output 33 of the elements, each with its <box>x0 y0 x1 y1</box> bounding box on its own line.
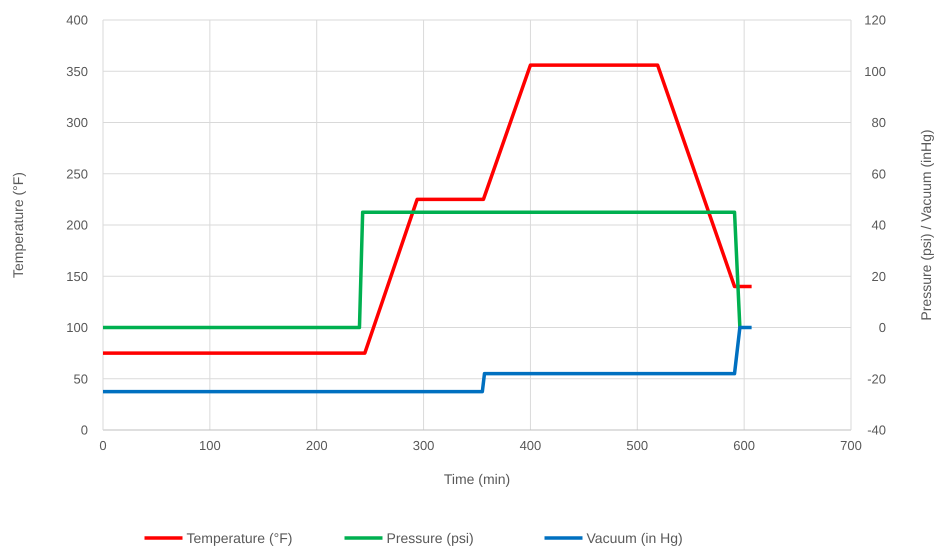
x-tick-label: 500 <box>626 438 648 453</box>
y2-tick-label: 40 <box>872 218 886 232</box>
y-tick-label: 250 <box>66 166 88 182</box>
legend-label: Pressure (psi) <box>386 530 474 546</box>
y-tick-label: 0 <box>80 422 88 438</box>
y2-tick-label: -20 <box>867 371 886 386</box>
y-axis-title: Temperature (°F) <box>10 172 26 278</box>
y-tick-label: 300 <box>66 115 88 130</box>
x-tick-label: 400 <box>520 438 542 453</box>
y2-tick-label: 80 <box>872 115 886 130</box>
y2-tick-label: 120 <box>864 12 886 28</box>
legend-label: Vacuum (in Hg) <box>586 530 683 546</box>
x-axis-title: Time (min) <box>444 471 510 487</box>
x-tick-label: 200 <box>306 438 328 453</box>
x-tick-label: 100 <box>199 438 221 453</box>
y-tick-label: 150 <box>66 268 88 284</box>
x-tick-label: 0 <box>99 438 107 453</box>
y-tick-label: 100 <box>66 320 88 335</box>
y2-tick-label: 100 <box>864 64 886 79</box>
y-tick-label: 200 <box>66 218 88 232</box>
y2-tick-label: 0 <box>878 320 886 335</box>
x-tick-label: 600 <box>733 438 755 453</box>
x-tick-label: 700 <box>840 438 862 453</box>
y2-tick-label: -40 <box>867 422 886 438</box>
y-tick-label: 50 <box>74 371 88 386</box>
x-tick-label: 300 <box>412 438 434 453</box>
y-tick-label: 400 <box>66 12 88 28</box>
y2-tick-label: 60 <box>872 166 886 182</box>
y2-tick-label: 20 <box>872 268 886 284</box>
line-series <box>101 63 754 355</box>
y-tick-label: 350 <box>66 64 88 79</box>
legend-label: Temperature (°F) <box>186 530 292 546</box>
y2-axis-title: Pressure (psi) / Vacuum (inHg) <box>918 129 934 321</box>
